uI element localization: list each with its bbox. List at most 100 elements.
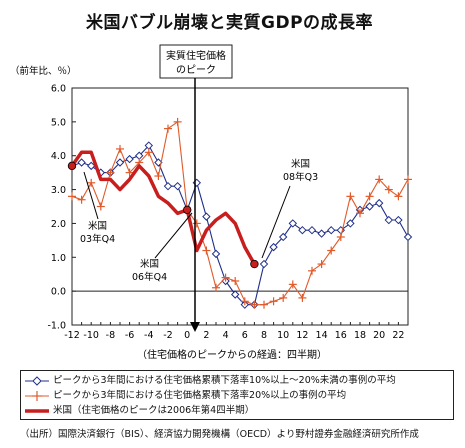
peak-arrow-head [190, 322, 200, 332]
series-1-point-34 [394, 192, 403, 201]
series-0-point-2 [86, 161, 96, 171]
annotation-08q3-arrow [261, 185, 291, 259]
series-0-point-33 [384, 215, 394, 225]
series-0-point-17 [230, 290, 240, 299]
y-tick-label-7: 6.0 [51, 84, 66, 95]
x-tick-label-15: 18 [354, 330, 366, 341]
annotation-06q4-line1: 米国 [140, 258, 159, 270]
series-1-point-0 [68, 192, 76, 201]
x-tick-label-17: 22 [392, 330, 404, 341]
chart-title: 米国バブル崩壊と実質GDPの成長率 [86, 13, 374, 33]
series-0-point-35 [403, 232, 413, 242]
series-1-point-28 [336, 232, 345, 241]
series-0-point-20 [259, 259, 269, 269]
peak-callout-box [159, 44, 233, 79]
series-1-point-24 [298, 293, 307, 302]
x-tick-label-1: -10 [83, 330, 99, 341]
series-1-point-25 [308, 266, 316, 275]
series-1-point-3 [96, 202, 105, 211]
series-1-point-19 [250, 300, 259, 309]
annotation-06q4-arrow [154, 212, 193, 259]
series-0-point-31 [365, 202, 374, 211]
series-1-point-20 [260, 300, 268, 309]
series-1-point-9 [154, 172, 163, 181]
series-0-point-14 [202, 212, 211, 221]
series-1-point-21 [269, 297, 278, 306]
x-axis: -12 -10 -8 -6 -4 -2 0 2 4 6 8 10 12 14 16 18 20 22 [64, 322, 409, 341]
x-tick-label-2: -8 [106, 330, 115, 341]
series-0-point-5 [115, 158, 125, 167]
us-highlight-point-12 [182, 205, 192, 215]
series-0-point-26 [317, 229, 326, 238]
x-tick-label-9: 6 [242, 330, 248, 341]
x-tick-label-3: -6 [125, 330, 134, 341]
series-0-point-6 [125, 154, 134, 164]
legend-label-us: 米国（住宅価格のピークは2006年第4四半期） [53, 405, 255, 416]
series-group [67, 117, 413, 309]
series-1-point-22 [279, 293, 288, 302]
series-0-point-22 [278, 232, 288, 242]
annotation-08q3-line1: 米国 [291, 158, 310, 170]
annotation-03q4-arrow [83, 171, 99, 220]
series-line-2 [70, 150, 256, 265]
annotation-03q4-line2: 03年Q4 [80, 233, 115, 245]
series-1-point-16 [221, 273, 230, 282]
x-tick-label-7: 2 [203, 330, 209, 341]
legend-marker-diamond [25, 376, 49, 386]
series-1-point-33 [384, 185, 393, 194]
x-tick-label-8: 4 [223, 330, 229, 341]
x-tick-label-12: 12 [296, 330, 308, 341]
peak-callout-line2: のピーク [176, 64, 216, 76]
x-tick-label-0: -12 [64, 330, 80, 341]
annotation-03q4-line1: 米国 [88, 220, 107, 232]
series-1-point-23 [288, 280, 297, 289]
legend-marker-plus [25, 391, 49, 401]
series-0-point-24 [298, 225, 307, 235]
series-0-point-10 [163, 181, 173, 191]
annotation-06q4-line2: 06年Q4 [132, 271, 167, 283]
x-tick-label-11: 10 [277, 330, 289, 341]
y-tick-label-5: 4.0 [51, 151, 66, 162]
series-1-point-30 [356, 209, 364, 218]
series-1-point-17 [231, 276, 240, 285]
y-tick-label-6: 5.0 [51, 117, 66, 128]
y-tick-label-4: 3.0 [51, 185, 66, 196]
x-tick-label-14: 16 [335, 330, 347, 341]
series-1-point-15 [212, 283, 220, 292]
legend-label-10-20: ピークから3年間における住宅価格累積下落率10%以上～20%未満の事例の平均 [53, 375, 396, 386]
y-tick-label-3: 2.0 [51, 219, 66, 230]
series-1-point-29 [346, 192, 355, 201]
y-tick-label-2: 1.0 [51, 253, 66, 264]
series-1-point-5 [116, 144, 124, 153]
series-0-point-21 [269, 242, 278, 252]
series-1-point-31 [365, 192, 374, 201]
series-1-point-1 [77, 195, 86, 204]
us-highlight-point-19 [250, 259, 259, 269]
series-1-point-4 [106, 168, 115, 177]
series-0-point-23 [288, 219, 298, 228]
series-0-point-15 [211, 249, 221, 259]
plot-area [71, 87, 409, 326]
series-1-point-35 [404, 175, 412, 184]
series-1-point-11 [173, 117, 182, 126]
series-0-point-11 [173, 181, 182, 191]
series-0-point-25 [307, 225, 317, 235]
x-tick-label-10: 8 [261, 330, 267, 341]
us-highlight-point-0 [67, 161, 77, 171]
series-0-point-32 [374, 198, 384, 208]
legend-marker-thick-line [25, 409, 49, 413]
series-1-point-13 [192, 219, 201, 228]
legend-label-20plus: ピークから3年間における住宅価格累積下落率20%以上の事例の平均 [53, 390, 347, 401]
series-line-1 [71, 121, 409, 306]
y-tick-label-1: 0.0 [51, 287, 66, 298]
series-0-point-29 [346, 219, 355, 228]
source-note: （出所）国際決済銀行（BIS）、経済協力開発機構（OECD）より野村證券金融経済… [20, 429, 419, 440]
x-tick-label-13: 14 [316, 330, 328, 341]
series-1-point-18 [240, 297, 249, 306]
series-0-point-34 [394, 215, 403, 225]
y-unit-label: （前年比、％） [10, 65, 77, 77]
x-axis-label: （住宅価格のピークからの経過：四半期） [137, 348, 327, 361]
y-tick-label-0: -1.0 [47, 321, 66, 332]
series-1-point-26 [317, 260, 326, 269]
